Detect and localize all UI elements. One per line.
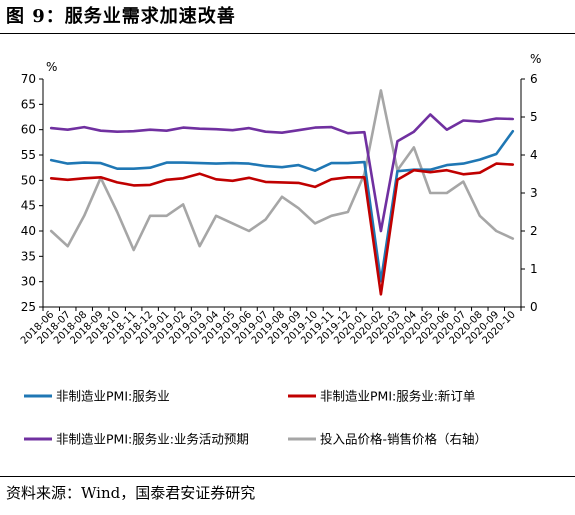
chart-legend: 非制造业PMI:服务业 非制造业PMI:服务业:新订单非制造业PMI:服务业:业务… [24, 389, 487, 447]
figure-title: 图 9：服务业需求加速改善 [6, 6, 236, 27]
legend-label-1: 非制造业PMI:服务业:新订单 [320, 389, 475, 404]
left-axis-tick-label: 50 [21, 173, 36, 187]
chart-axes: 253035404550556065700123456%%2018-062018… [19, 52, 541, 347]
series-line-0 [49, 129, 515, 283]
left-axis-tick-label: 40 [21, 224, 36, 238]
right-axis-unit: % [530, 52, 541, 66]
left-axis-tick-label: 70 [21, 72, 36, 86]
series-line-2 [49, 113, 515, 233]
line-chart: 253035404550556065700123456%%2018-062018… [19, 52, 541, 447]
left-axis-tick-label: 30 [21, 275, 36, 289]
title-divider [0, 33, 575, 34]
left-axis-tick-label: 65 [21, 97, 36, 111]
right-axis-tick-label: 2 [530, 224, 538, 238]
right-axis-tick-label: 4 [530, 148, 538, 162]
left-axis-tick-label: 55 [21, 148, 36, 162]
left-axis-unit: % [46, 60, 57, 74]
legend-label-2: 非制造业PMI:服务业:业务活动预期 [56, 432, 249, 447]
right-axis-tick-label: 0 [530, 300, 538, 314]
chart-plot-area [49, 89, 515, 296]
left-axis-tick-label: 45 [21, 199, 36, 213]
left-axis-tick-label: 60 [21, 123, 36, 137]
left-axis-tick-label: 35 [21, 249, 36, 263]
series-line-1 [49, 162, 515, 296]
right-axis-tick-label: 1 [530, 262, 538, 276]
series-line-3 [49, 89, 515, 252]
right-axis-tick-label: 5 [530, 110, 538, 124]
right-axis-tick-label: 6 [530, 72, 538, 86]
figure-source: 资料来源：Wind，国泰君安证券研究 [6, 484, 256, 502]
left-axis-tick-label: 25 [21, 300, 36, 314]
legend-label-0: 非制造业PMI:服务业 [56, 389, 170, 404]
source-divider [0, 476, 575, 477]
legend-label-3: 投入品价格-销售价格（右轴） [320, 432, 487, 447]
right-axis-tick-label: 3 [530, 186, 538, 200]
